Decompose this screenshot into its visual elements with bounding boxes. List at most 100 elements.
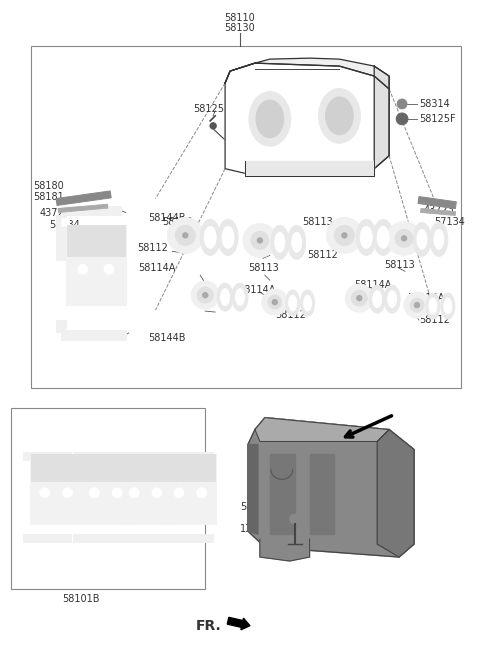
- Circle shape: [387, 222, 421, 255]
- Circle shape: [262, 289, 288, 315]
- Text: 58113: 58113: [302, 217, 334, 228]
- Text: 58110: 58110: [225, 13, 255, 24]
- Text: 58125F: 58125F: [419, 114, 456, 124]
- Bar: [56, 191, 111, 205]
- Ellipse shape: [222, 226, 234, 249]
- Text: 58181: 58181: [33, 192, 64, 201]
- Text: 58144B: 58144B: [148, 333, 186, 343]
- Bar: [166, 455, 215, 481]
- Ellipse shape: [417, 230, 427, 249]
- Bar: [58, 204, 108, 213]
- Bar: [31, 46, 461, 388]
- Ellipse shape: [377, 226, 389, 249]
- Circle shape: [197, 488, 206, 498]
- Circle shape: [257, 238, 263, 243]
- Ellipse shape: [221, 289, 229, 306]
- Polygon shape: [374, 66, 389, 169]
- Circle shape: [192, 281, 219, 309]
- Circle shape: [342, 233, 347, 238]
- Text: 58112: 58112: [275, 310, 306, 320]
- Circle shape: [272, 300, 277, 304]
- Ellipse shape: [373, 291, 382, 308]
- Ellipse shape: [430, 222, 448, 256]
- Ellipse shape: [356, 220, 376, 255]
- Circle shape: [357, 296, 362, 300]
- Bar: [166, 453, 213, 461]
- Circle shape: [349, 146, 360, 155]
- Circle shape: [89, 488, 99, 498]
- Ellipse shape: [271, 226, 288, 259]
- Ellipse shape: [256, 100, 284, 138]
- Ellipse shape: [200, 220, 220, 255]
- Ellipse shape: [444, 298, 452, 314]
- Bar: [165, 455, 216, 524]
- Text: 57134: 57134: [434, 217, 465, 228]
- Circle shape: [415, 302, 420, 308]
- Circle shape: [112, 488, 122, 498]
- Circle shape: [251, 232, 269, 249]
- Ellipse shape: [429, 298, 437, 314]
- Polygon shape: [260, 539, 310, 561]
- Bar: [120, 455, 171, 524]
- Ellipse shape: [441, 293, 455, 319]
- Bar: [73, 534, 120, 542]
- Polygon shape: [377, 430, 414, 557]
- Circle shape: [40, 488, 49, 498]
- Polygon shape: [248, 445, 258, 534]
- Circle shape: [396, 113, 408, 125]
- Circle shape: [395, 230, 413, 247]
- Circle shape: [104, 264, 114, 274]
- Text: 58144B: 58144B: [148, 213, 186, 224]
- Ellipse shape: [300, 290, 314, 316]
- Text: 58112: 58112: [419, 315, 450, 325]
- Ellipse shape: [249, 91, 291, 146]
- Polygon shape: [245, 161, 374, 176]
- Bar: [61, 330, 126, 340]
- Ellipse shape: [217, 283, 233, 311]
- Polygon shape: [248, 418, 414, 557]
- Text: 54562D: 54562D: [240, 502, 278, 512]
- Ellipse shape: [304, 295, 312, 311]
- Circle shape: [175, 226, 195, 245]
- Text: 58180: 58180: [33, 180, 64, 191]
- Circle shape: [62, 488, 72, 498]
- Ellipse shape: [292, 232, 301, 253]
- Circle shape: [210, 123, 216, 129]
- Circle shape: [346, 284, 373, 312]
- Circle shape: [402, 236, 407, 241]
- Text: 58114A: 58114A: [139, 263, 176, 274]
- Circle shape: [197, 287, 213, 303]
- Bar: [120, 453, 168, 461]
- Ellipse shape: [275, 232, 285, 253]
- Text: 58101B: 58101B: [62, 594, 100, 604]
- Ellipse shape: [426, 293, 440, 319]
- Ellipse shape: [236, 289, 244, 306]
- Polygon shape: [225, 63, 389, 176]
- Text: 58114A: 58114A: [238, 285, 276, 295]
- Text: 1351JD: 1351JD: [240, 524, 275, 534]
- Ellipse shape: [388, 291, 396, 308]
- Circle shape: [268, 295, 282, 309]
- Circle shape: [290, 514, 300, 524]
- Ellipse shape: [384, 285, 400, 313]
- Bar: [120, 455, 170, 481]
- Bar: [66, 226, 126, 305]
- Polygon shape: [255, 418, 389, 441]
- Bar: [12, 407, 205, 589]
- Text: 58114A: 58114A: [407, 293, 444, 303]
- Ellipse shape: [369, 285, 385, 313]
- Ellipse shape: [232, 283, 248, 311]
- Ellipse shape: [325, 97, 353, 135]
- Ellipse shape: [434, 230, 444, 249]
- Polygon shape: [310, 455, 335, 534]
- Text: 58314: 58314: [419, 99, 450, 109]
- Bar: [61, 218, 69, 226]
- Text: 43723: 43723: [424, 205, 455, 216]
- Text: 58112: 58112: [308, 251, 338, 260]
- Bar: [120, 534, 168, 542]
- Ellipse shape: [413, 222, 431, 256]
- Circle shape: [129, 488, 139, 498]
- Ellipse shape: [204, 226, 216, 249]
- Bar: [31, 455, 81, 481]
- Circle shape: [404, 292, 430, 318]
